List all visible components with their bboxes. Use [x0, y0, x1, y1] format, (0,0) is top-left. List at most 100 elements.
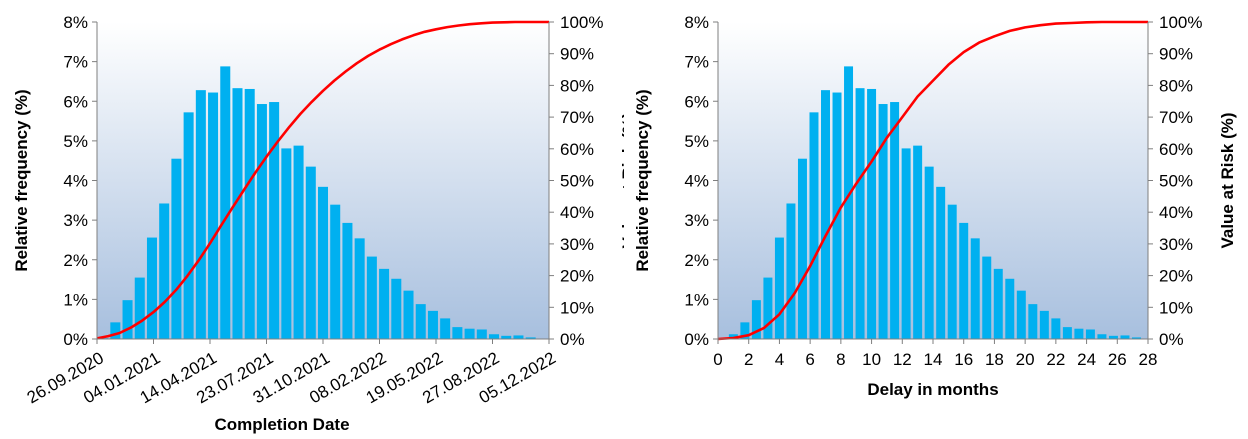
- histogram-bar: [786, 203, 796, 339]
- y-tick-label: 5%: [684, 132, 709, 151]
- y-tick-label: 1%: [63, 290, 88, 309]
- histogram-bar: [1074, 328, 1084, 339]
- histogram-bar: [366, 256, 377, 339]
- histogram-bar: [525, 337, 536, 339]
- histogram-bar: [244, 88, 255, 339]
- histogram-bar: [821, 90, 830, 339]
- y-tick-label: 6%: [63, 92, 88, 111]
- histogram-bar: [440, 318, 451, 339]
- histogram-bar: [890, 102, 900, 339]
- y2-tick-label: 100%: [1159, 13, 1202, 32]
- histogram-bar: [452, 327, 463, 339]
- histogram-bar: [195, 90, 206, 339]
- histogram-bar: [878, 104, 888, 340]
- y-tick-label: 3%: [684, 211, 709, 230]
- y2-tick-label: 0%: [560, 330, 585, 349]
- histogram-bar: [427, 310, 438, 339]
- y2-tick-label: 90%: [1159, 45, 1193, 64]
- histogram-bar: [293, 145, 304, 339]
- x-tick-label: 6: [805, 350, 814, 369]
- histogram-bar: [867, 88, 877, 339]
- chart-delay-months-svg: 0% 1% 2% 3% 4% 5% 6% 7% 8% 0% 10% 20% 30% 40% 50% 60% 70…: [633, 13, 1237, 399]
- y2-tick-label: 0%: [1159, 330, 1184, 349]
- y2-tick-label: 50%: [560, 172, 594, 191]
- y-tick-label: 0%: [63, 330, 88, 349]
- chart-delay-months: 0% 1% 2% 3% 4% 5% 6% 7% 8% 0% 10% 20% 30% 40% 50% 60% 70…: [633, 0, 1248, 434]
- chart-completion-date: 0% 1% 2% 3% 4% 5% 6% 7% 8% 0% 10% 20% 30% 40% 50% 60% 70…: [0, 0, 638, 434]
- histogram-bar: [936, 186, 946, 339]
- histogram-bar: [1016, 290, 1026, 339]
- histogram-bar: [208, 92, 219, 339]
- histogram-bar: [959, 222, 969, 339]
- x-tick-label: 18: [985, 350, 1004, 369]
- histogram-bar: [354, 238, 365, 339]
- x-tick-label: 2: [744, 350, 753, 369]
- y-tick-label: 8%: [684, 13, 709, 32]
- histogram-bar: [256, 104, 267, 340]
- histogram-bar: [183, 112, 194, 339]
- x-tick-label: 20: [1016, 350, 1035, 369]
- histogram-bar: [774, 237, 784, 339]
- y-axis-title: Relative frequency (%): [636, 89, 652, 271]
- x-tick-label: 0: [713, 350, 722, 369]
- y2-tick-label: 70%: [560, 108, 594, 127]
- histogram-bar: [415, 304, 426, 339]
- histogram-bar: [1005, 278, 1015, 339]
- y2-tick-label: 30%: [1159, 235, 1193, 254]
- histogram-bar: [797, 158, 807, 339]
- histogram-bar: [855, 88, 865, 339]
- y-tick-label: 4%: [63, 172, 88, 191]
- y2-tick-label: 10%: [560, 298, 594, 317]
- x-tick-label: 12: [893, 350, 912, 369]
- x-tick-label: 24: [1077, 350, 1096, 369]
- y-tick-label: 2%: [63, 251, 88, 270]
- x-tick-label: 10: [862, 350, 881, 369]
- y-tick-label: 7%: [63, 53, 88, 72]
- histogram-bar: [913, 145, 923, 339]
- y2-tick-label: 80%: [1159, 76, 1193, 95]
- x-tick-label: 14: [924, 350, 943, 369]
- histogram-bar: [763, 277, 773, 339]
- y-tick-label: 7%: [684, 53, 709, 72]
- histogram-bar: [844, 66, 854, 339]
- y2-tick-label: 30%: [560, 235, 594, 254]
- histogram-bar: [740, 322, 750, 339]
- x-axis-title: Delay in months: [867, 380, 998, 399]
- y-tick-label: 8%: [63, 13, 88, 32]
- histogram-bar: [501, 335, 512, 339]
- histogram-bar: [1108, 335, 1118, 339]
- x-tick-label: 28: [1139, 350, 1158, 369]
- x-tick-label: 16: [954, 350, 973, 369]
- histogram-bar: [403, 290, 414, 339]
- histogram-bar: [220, 66, 231, 339]
- value-at-risk-line: [96, 20, 549, 340]
- chart-completion-date-svg: 0% 1% 2% 3% 4% 5% 6% 7% 8% 0% 10% 20% 30% 40% 50% 60% 70…: [12, 13, 638, 434]
- histogram-bar: [391, 278, 402, 339]
- y2-tick-label: 70%: [1159, 108, 1193, 127]
- histogram-bar: [379, 268, 390, 339]
- histogram-bar: [281, 148, 292, 339]
- y-tick-label: 0%: [684, 330, 709, 349]
- histogram-bar: [993, 268, 1003, 339]
- histogram-bar: [134, 277, 145, 339]
- histogram-bar: [317, 186, 329, 339]
- histogram-bar: [159, 203, 170, 339]
- y2-tick-label: 40%: [560, 203, 594, 222]
- y2-tick-label: 20%: [1159, 267, 1193, 286]
- x-tick-label: 26: [1108, 350, 1127, 369]
- histogram-bar: [982, 256, 992, 339]
- histogram-bar: [146, 237, 157, 339]
- value-at-risk-line: [717, 20, 1148, 341]
- histogram-bar: [947, 204, 957, 339]
- histogram-bar: [1028, 304, 1038, 339]
- histogram-bar: [1131, 337, 1141, 339]
- y-tick-label: 1%: [684, 290, 709, 309]
- y2-tick-label: 90%: [560, 45, 594, 64]
- histogram-bar: [751, 300, 761, 339]
- histogram-bar: [305, 166, 316, 339]
- histogram-bar: [232, 88, 243, 339]
- histogram-bar: [513, 335, 524, 339]
- y2-tick-label: 20%: [560, 267, 594, 286]
- x-tick-label: 4: [775, 350, 784, 369]
- histogram-bar: [809, 112, 819, 339]
